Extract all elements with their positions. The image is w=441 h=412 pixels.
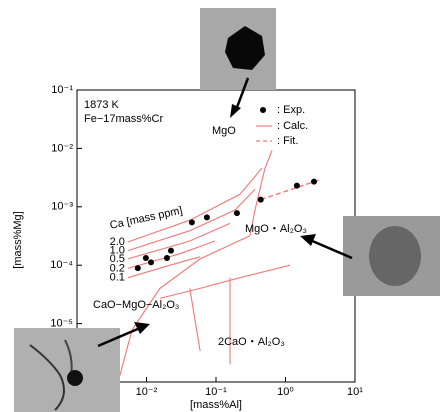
data-point	[258, 197, 264, 203]
annotation: 1873 K	[84, 99, 120, 111]
x-tick-label: 10¹	[347, 386, 363, 398]
data-point	[189, 219, 195, 225]
data-point	[135, 265, 141, 271]
x-tick-label: 10⁻²	[136, 386, 158, 398]
y-axis-label: [mass%Mg]	[12, 211, 24, 268]
y-tick-label: 10⁻²	[51, 142, 73, 154]
legend-marker	[260, 107, 266, 113]
legend-label: : Fit.	[277, 135, 298, 147]
annotation: MgO・Al₂O₃	[245, 223, 307, 235]
data-point	[294, 183, 300, 189]
y-tick-label: 10⁻⁴	[50, 259, 73, 271]
data-point	[311, 179, 317, 185]
data-point	[234, 210, 240, 216]
annotation: 2CaO・Al₂O₃	[218, 336, 285, 348]
data-point	[143, 255, 149, 261]
x-tick-label: 10⁰	[277, 386, 294, 398]
annotation: MgO	[212, 125, 236, 137]
y-tick-label: 10⁻⁵	[50, 318, 73, 330]
data-point	[164, 255, 170, 261]
x-tick-label: 10⁻¹	[205, 386, 227, 398]
legend-label: : Exp.	[277, 104, 305, 116]
y-tick-label: 10⁻³	[51, 201, 73, 213]
x-axis-label: [mass%Al]	[190, 399, 242, 411]
y-tick-label: 10⁻¹	[51, 84, 73, 96]
annotation: CaO−MgO−Al₂O₃	[93, 299, 179, 311]
legend-label: : Calc.	[277, 120, 308, 132]
data-point	[204, 214, 210, 220]
chart: 1873 K Fe−17mass%Cr MgO MgO・Al₂O₃ CaO−Mg…	[0, 0, 441, 412]
data-point	[168, 248, 174, 254]
ca-line-label: 0.1	[110, 272, 125, 284]
annotation: Fe−17mass%Cr	[84, 113, 164, 125]
data-point	[148, 259, 154, 265]
